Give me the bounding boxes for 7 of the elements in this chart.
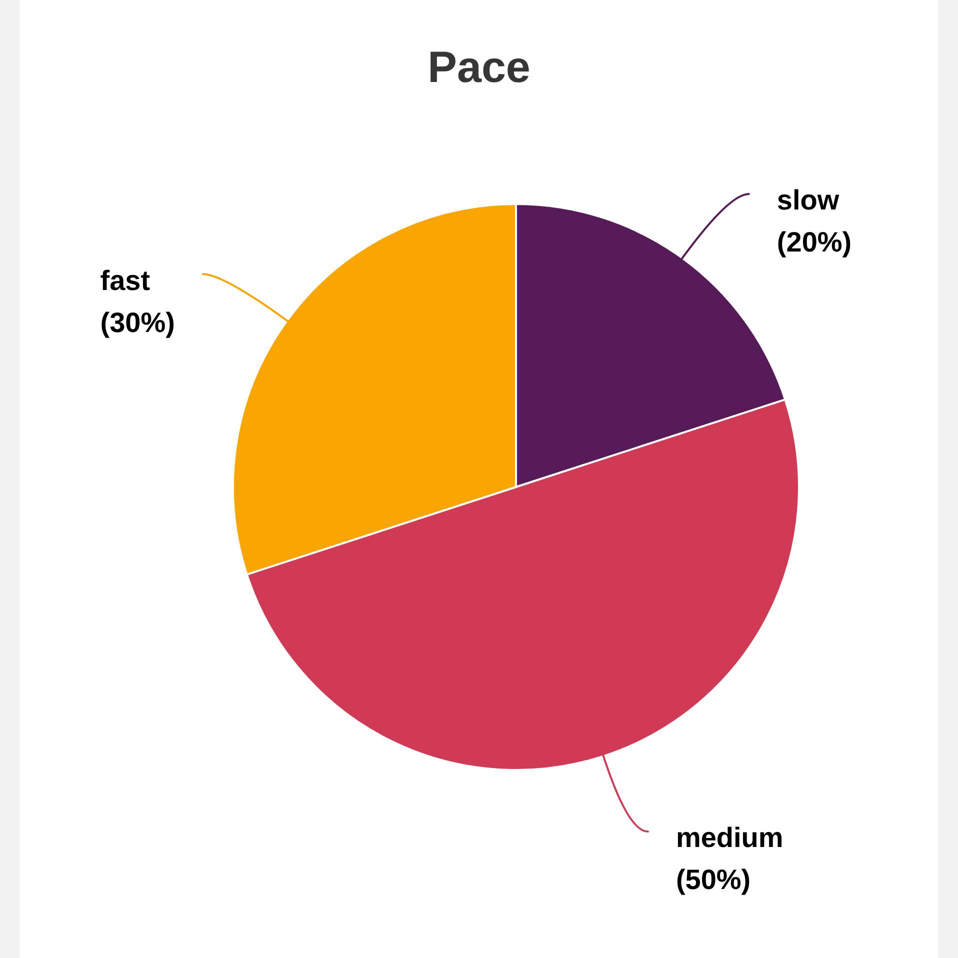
data-label: (20%) (776, 226, 852, 258)
data-label: (30%) (100, 306, 175, 338)
data-label: (50%) (676, 864, 751, 896)
slice-label: slow (776, 184, 840, 216)
legend-label: fast (100, 264, 150, 296)
chart-title: Pace (428, 43, 530, 92)
slice-label: medium (676, 822, 784, 854)
